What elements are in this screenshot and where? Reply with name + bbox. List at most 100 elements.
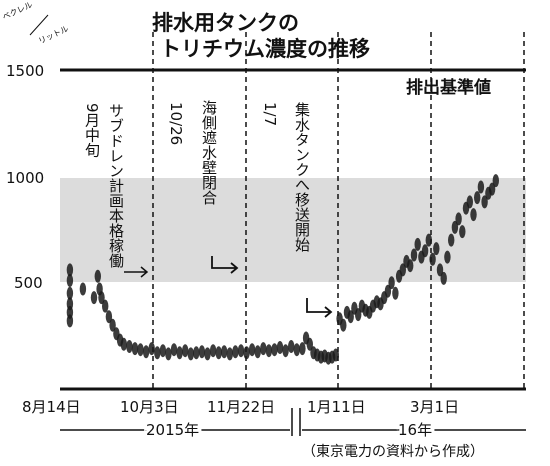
data-point bbox=[306, 337, 313, 351]
chart-title-line-1: 排水用タンクの bbox=[152, 11, 299, 35]
y-tick-1000: 1000 bbox=[6, 169, 44, 187]
data-point bbox=[237, 344, 245, 358]
data-point bbox=[399, 263, 406, 277]
year-label-16: 16年 bbox=[398, 421, 432, 439]
data-point bbox=[392, 286, 399, 300]
data-point bbox=[332, 348, 339, 362]
data-point bbox=[254, 345, 261, 359]
data-point bbox=[433, 242, 440, 256]
data-point bbox=[410, 248, 418, 262]
data-point bbox=[170, 343, 178, 357]
x-tick-label-5: 3月1日 bbox=[410, 398, 459, 416]
data-point bbox=[94, 269, 102, 283]
data-point bbox=[66, 314, 74, 328]
data-point bbox=[414, 237, 421, 251]
data-point bbox=[66, 286, 74, 300]
data-point bbox=[299, 342, 306, 356]
event-label-1-text: サブドレン計画本格稼働 bbox=[107, 103, 125, 269]
data-point bbox=[131, 342, 139, 356]
event-arrow-3 bbox=[306, 298, 333, 318]
data-point bbox=[429, 252, 436, 266]
event-label-3-text: 集水タンクへ移送開始 bbox=[293, 102, 311, 252]
data-point bbox=[384, 284, 392, 298]
data-point bbox=[448, 233, 455, 247]
data-point bbox=[148, 342, 155, 356]
data-point bbox=[388, 276, 395, 290]
data-point bbox=[436, 263, 444, 277]
data-point bbox=[340, 318, 347, 332]
data-point bbox=[66, 274, 74, 287]
event-label-2-text: 海側遮水壁閉合 bbox=[200, 100, 218, 205]
unit-label-bottom: リットル bbox=[37, 24, 70, 46]
x-tick-label-2: 10月3日 bbox=[120, 398, 179, 416]
data-point bbox=[193, 346, 200, 360]
event-label-3-date: 1/7 bbox=[261, 102, 279, 126]
data-point bbox=[126, 340, 133, 353]
data-point bbox=[492, 174, 499, 188]
data-point bbox=[444, 250, 451, 264]
data-point bbox=[232, 345, 239, 359]
data-point bbox=[459, 225, 466, 239]
data-point bbox=[142, 345, 150, 359]
data-point bbox=[488, 182, 496, 196]
event-label-1-date: 9月中旬 bbox=[83, 103, 101, 159]
x-tick-label-1: 8月14日 bbox=[22, 398, 81, 416]
y-tick-1500: 1500 bbox=[6, 62, 44, 80]
x-tick-label-3: 11月22日 bbox=[207, 398, 275, 416]
data-point bbox=[79, 282, 87, 296]
y-tick-500: 500 bbox=[14, 274, 43, 292]
data-point bbox=[288, 340, 295, 353]
data-point bbox=[137, 343, 144, 357]
data-point bbox=[209, 344, 217, 358]
data-point bbox=[282, 344, 289, 358]
event-label-2-date: 10/26 bbox=[167, 102, 185, 145]
data-point bbox=[105, 310, 113, 324]
reference-line-label: 排出基準値 bbox=[406, 77, 491, 98]
unit-label-top: ベクレル bbox=[1, 0, 34, 22]
data-point bbox=[182, 344, 189, 358]
event-arrow-1 bbox=[124, 266, 149, 278]
data-point bbox=[221, 345, 228, 359]
data-point bbox=[474, 191, 481, 205]
data-point bbox=[265, 344, 273, 358]
data-point bbox=[451, 220, 459, 234]
data-point bbox=[90, 291, 98, 305]
data-point bbox=[98, 291, 105, 305]
data-point bbox=[159, 344, 167, 358]
event-arrow-2 bbox=[211, 256, 239, 274]
data-point bbox=[204, 347, 211, 361]
data-point bbox=[154, 346, 161, 360]
data-point bbox=[165, 347, 172, 361]
data-point bbox=[421, 244, 429, 258]
data-point bbox=[425, 233, 432, 247]
data-point bbox=[355, 308, 362, 322]
data-point bbox=[260, 342, 267, 356]
chart-title-line-2: トリチウム濃度の推移 bbox=[160, 37, 370, 61]
data-point bbox=[481, 195, 488, 209]
data-point bbox=[66, 263, 74, 277]
data-point bbox=[477, 180, 485, 194]
data-point bbox=[440, 271, 447, 285]
year-label-2015: 2015年 bbox=[146, 421, 199, 439]
data-points bbox=[66, 174, 499, 365]
data-point bbox=[293, 343, 300, 357]
data-point bbox=[102, 299, 109, 313]
data-point bbox=[248, 343, 256, 357]
data-point bbox=[271, 343, 278, 357]
data-point bbox=[176, 346, 183, 360]
data-point bbox=[215, 346, 222, 360]
data-point bbox=[470, 208, 477, 222]
data-point bbox=[347, 310, 354, 324]
data-point bbox=[466, 195, 473, 209]
data-point bbox=[120, 337, 128, 351]
data-point bbox=[243, 346, 250, 360]
data-point bbox=[187, 347, 194, 361]
unit-divider bbox=[29, 14, 49, 36]
data-point bbox=[226, 347, 233, 361]
data-point bbox=[109, 318, 116, 332]
data-point bbox=[455, 212, 462, 226]
data-point bbox=[198, 345, 206, 359]
x-tick-label-4: 1月11日 bbox=[307, 398, 366, 416]
data-point bbox=[276, 341, 284, 354]
